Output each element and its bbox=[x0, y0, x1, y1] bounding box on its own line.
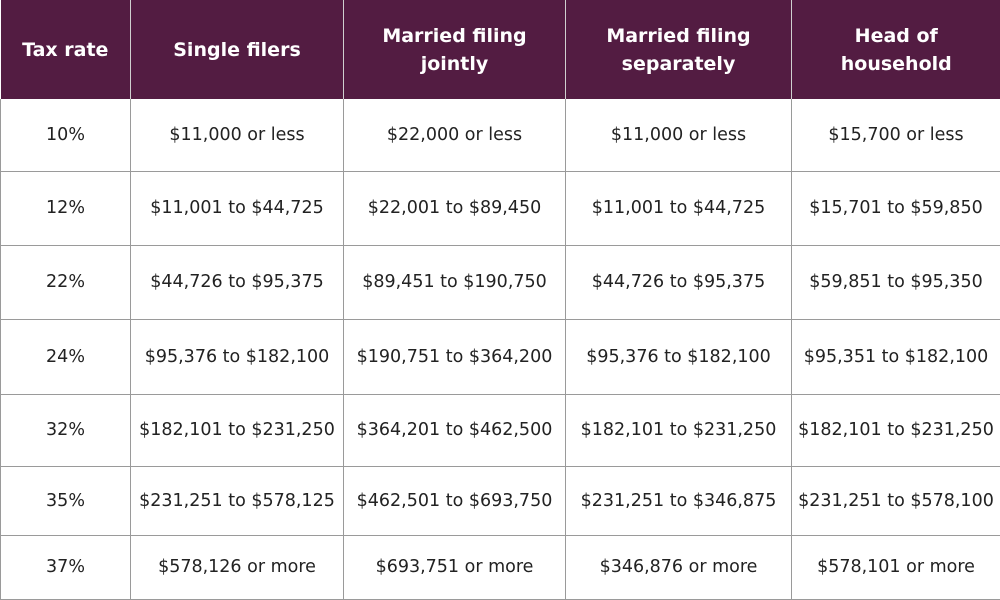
header-head-of-household: Head of household bbox=[791, 0, 1000, 99]
cell-single-filers: $11,001 to $44,725 bbox=[130, 171, 344, 246]
cell-head-of-household: $182,101 to $231,250 bbox=[791, 394, 1000, 467]
cell-head-of-household: $59,851 to $95,350 bbox=[791, 245, 1000, 320]
cell-single-filers: $44,726 to $95,375 bbox=[130, 245, 344, 320]
cell-married-jointly: $462,501 to $693,750 bbox=[343, 466, 566, 536]
cell-married-separately: $11,000 or less bbox=[565, 99, 792, 172]
cell-married-separately: $95,376 to $182,100 bbox=[565, 319, 792, 395]
header-row: Tax rate Single filers Married filing join… bbox=[0, 0, 1000, 99]
header-tax-rate: Tax rate bbox=[0, 0, 131, 99]
cell-head-of-household: $95,351 to $182,100 bbox=[791, 319, 1000, 395]
cell-head-of-household: $578,101 or more bbox=[791, 535, 1000, 600]
table-header: Tax rate Single filers Married filing join… bbox=[0, 0, 1000, 99]
cell-married-jointly: $89,451 to $190,750 bbox=[343, 245, 566, 320]
cell-single-filers: $95,376 to $182,100 bbox=[130, 319, 344, 395]
cell-head-of-household: $15,701 to $59,850 bbox=[791, 171, 1000, 246]
cell-single-filers: $182,101 to $231,250 bbox=[130, 394, 344, 467]
cell-married-separately: $11,001 to $44,725 bbox=[565, 171, 792, 246]
header-single-filers: Single filers bbox=[130, 0, 344, 99]
table-row: 37% $578,126 or more $693,751 or more $346,… bbox=[0, 535, 1000, 600]
table-row: 22% $44,726 to $95,375 $89,451 to $190,750… bbox=[0, 245, 1000, 320]
cell-tax-rate: 37% bbox=[0, 535, 131, 600]
cell-head-of-household: $15,700 or less bbox=[791, 99, 1000, 172]
cell-married-jointly: $22,000 or less bbox=[343, 99, 566, 172]
cell-tax-rate: 24% bbox=[0, 319, 131, 395]
table-row: 10% $11,000 or less $22,000 or less $11,000… bbox=[0, 99, 1000, 172]
header-married-separately: Married filing separately bbox=[565, 0, 792, 99]
cell-married-separately: $44,726 to $95,375 bbox=[565, 245, 792, 320]
cell-married-separately: $231,251 to $346,875 bbox=[565, 466, 792, 536]
cell-single-filers: $11,000 or less bbox=[130, 99, 344, 172]
cell-married-separately: $346,876 or more bbox=[565, 535, 792, 600]
cell-married-jointly: $693,751 or more bbox=[343, 535, 566, 600]
cell-tax-rate: 35% bbox=[0, 466, 131, 536]
table-row: 32% $182,101 to $231,250 $364,201 to $462,… bbox=[0, 394, 1000, 467]
cell-head-of-household: $231,251 to $578,100 bbox=[791, 466, 1000, 536]
cell-tax-rate: 22% bbox=[0, 245, 131, 320]
cell-married-jointly: $22,001 to $89,450 bbox=[343, 171, 566, 246]
cell-single-filers: $231,251 to $578,125 bbox=[130, 466, 344, 536]
cell-married-separately: $182,101 to $231,250 bbox=[565, 394, 792, 467]
cell-single-filers: $578,126 or more bbox=[130, 535, 344, 600]
cell-tax-rate: 12% bbox=[0, 171, 131, 246]
cell-married-jointly: $190,751 to $364,200 bbox=[343, 319, 566, 395]
table-body: 10% $11,000 or less $22,000 or less $11,000… bbox=[0, 99, 1000, 600]
cell-tax-rate: 32% bbox=[0, 394, 131, 467]
table-row: 35% $231,251 to $578,125 $462,501 to $693,… bbox=[0, 466, 1000, 536]
table-row: 12% $11,001 to $44,725 $22,001 to $89,450 $… bbox=[0, 171, 1000, 246]
cell-tax-rate: 10% bbox=[0, 99, 131, 172]
cell-married-jointly: $364,201 to $462,500 bbox=[343, 394, 566, 467]
header-married-jointly: Married filing jointly bbox=[343, 0, 566, 99]
table-row: 24% $95,376 to $182,100 $190,751 to $364,2… bbox=[0, 319, 1000, 395]
